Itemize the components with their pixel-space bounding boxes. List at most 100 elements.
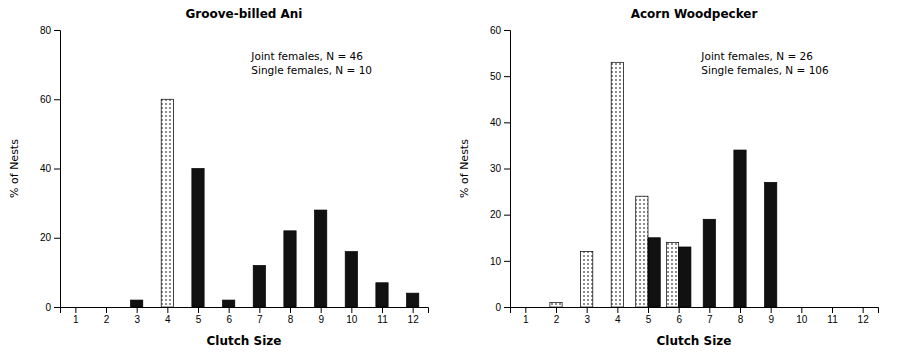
x-tick-mark	[167, 307, 168, 313]
y-tick: 0	[45, 302, 60, 313]
title: Acorn Woodpecker	[631, 7, 758, 21]
x-tick: 6	[676, 307, 682, 325]
x-tick: 12	[408, 307, 420, 325]
x-label: Clutch Size	[207, 334, 282, 348]
x-tick-label: 4	[615, 314, 621, 325]
bar	[161, 99, 173, 307]
x-tick: 10	[346, 307, 358, 325]
y-axis: 0102030405060	[490, 25, 511, 313]
panel: 1234567891011120102030405060Acorn Woodpe…	[458, 7, 879, 348]
y-tick-label: 10	[490, 256, 502, 267]
x-tick-label: 1	[523, 314, 529, 325]
y-tick: 40	[40, 163, 60, 174]
y-tick-mark	[504, 307, 510, 308]
x-tick-mark	[382, 307, 383, 313]
x-tick-mark	[863, 307, 864, 313]
x-tick-label: 5	[196, 314, 202, 325]
bar	[550, 302, 562, 307]
x-tick: 8	[288, 307, 294, 325]
x-tick-mark	[832, 307, 833, 313]
x-tick: 9	[318, 307, 324, 325]
x-tick-mark	[137, 307, 138, 313]
y-tick-mark	[504, 261, 510, 262]
y-axis-line	[504, 31, 511, 308]
y-tick-label: 20	[40, 232, 52, 243]
x-tick-label: 8	[288, 314, 294, 325]
x-tick: 4	[165, 307, 171, 325]
x-tick-label: 12	[408, 314, 420, 325]
x-tick-mark	[709, 307, 710, 313]
y-tick-mark	[54, 238, 60, 239]
x-tick-label: 3	[584, 314, 590, 325]
x-axis: 123456789101112	[511, 307, 879, 325]
chart-svg: 123456789101112020406080Groove-billed An…	[0, 0, 900, 353]
bar	[284, 231, 296, 307]
x-tick-label: 7	[257, 314, 263, 325]
bar	[703, 219, 715, 307]
x-tick-mark	[740, 307, 741, 313]
plot-area	[550, 62, 777, 307]
bar	[253, 265, 265, 307]
x-axis-line	[511, 308, 879, 314]
y-tick-label: 50	[490, 71, 502, 82]
x-tick-label: 10	[796, 314, 808, 325]
x-tick-label: 4	[165, 314, 171, 325]
x-tick-mark	[321, 307, 322, 313]
x-tick-label: 9	[318, 314, 324, 325]
panel: 123456789101112020406080Groove-billed An…	[8, 7, 429, 348]
x-tick: 11	[827, 307, 838, 325]
x-tick-label: 10	[346, 314, 358, 325]
bar	[315, 210, 327, 307]
y-tick: 30	[490, 163, 510, 174]
x-tick: 4	[615, 307, 621, 325]
x-tick-mark	[587, 307, 588, 313]
x-tick-mark	[648, 307, 649, 313]
x-tick: 1	[523, 307, 529, 325]
y-label: % of Nests	[8, 139, 21, 198]
x-tick-mark	[556, 307, 557, 313]
x-tick-mark	[771, 307, 772, 313]
x-tick-label: 3	[134, 314, 140, 325]
x-tick-label: 5	[646, 314, 652, 325]
x-tick-mark	[525, 307, 526, 313]
y-tick-label: 0	[495, 302, 501, 313]
y-tick-mark	[504, 215, 510, 216]
bar	[223, 300, 235, 307]
bar	[734, 150, 746, 307]
x-tick-mark	[259, 307, 260, 313]
x-tick-mark	[198, 307, 199, 313]
bar	[192, 169, 204, 308]
x-tick-mark	[413, 307, 414, 313]
y-tick: 80	[40, 25, 60, 36]
x-tick: 5	[196, 307, 202, 325]
x-tick-mark	[351, 307, 352, 313]
annotation: Joint females, N = 26	[700, 50, 813, 62]
y-tick-mark	[54, 30, 60, 31]
x-tick: 10	[796, 307, 808, 325]
y-tick: 40	[490, 117, 510, 128]
x-tick: 2	[554, 307, 560, 325]
x-tick-label: 8	[738, 314, 744, 325]
x-tick-label: 12	[858, 314, 870, 325]
x-tick-label: 7	[707, 314, 713, 325]
x-tick-label: 2	[104, 314, 110, 325]
x-tick-label: 11	[377, 314, 388, 325]
bar	[648, 238, 660, 307]
x-axis-line	[61, 308, 429, 314]
x-tick: 3	[584, 307, 590, 325]
x-tick: 5	[646, 307, 652, 325]
x-tick-label: 2	[554, 314, 560, 325]
bar	[765, 182, 777, 307]
bar	[376, 283, 388, 307]
y-axis-line	[54, 31, 61, 308]
bar	[345, 252, 357, 307]
bar	[636, 196, 648, 307]
x-tick-mark	[106, 307, 107, 313]
x-tick-mark	[617, 307, 618, 313]
y-tick: 0	[495, 302, 510, 313]
y-tick-mark	[54, 307, 60, 308]
y-tick-label: 0	[45, 302, 51, 313]
bar	[581, 252, 593, 307]
annotation: Single females, N = 106	[701, 64, 829, 76]
x-tick: 11	[377, 307, 388, 325]
